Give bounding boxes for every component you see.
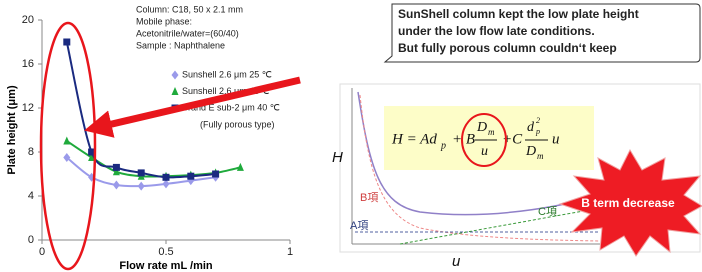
x-axis-label: Flow rate mL /min (119, 260, 213, 272)
inset-y-label: H (332, 149, 343, 166)
callout-text: under the low flow late conditions. (398, 24, 595, 38)
callout-text: SunShell column kept the low plate heigh… (398, 7, 639, 21)
y-tick-label: 12 (22, 102, 34, 114)
marker (63, 39, 70, 46)
marker (187, 173, 194, 180)
marker (138, 182, 145, 191)
starburst-text: B term decrease (581, 196, 675, 210)
y-axis-label: Plate height (μm) (6, 85, 18, 175)
note: Column: C18, 50 x 2.1 mm (136, 4, 243, 14)
a-term-label: A項 (350, 219, 368, 232)
formula: D (476, 120, 487, 135)
legend-marker (172, 71, 179, 80)
c-term-label: C項 (538, 205, 557, 218)
formula: p (440, 140, 446, 151)
marker (113, 164, 120, 171)
highlight-ellipse (41, 23, 95, 269)
note: Mobile phase: (136, 16, 192, 26)
formula: m (537, 151, 544, 161)
marker (63, 137, 70, 145)
inset-x-label: u (452, 253, 461, 270)
y-tick-label: 4 (28, 190, 34, 202)
legend-label: Sunshell 2.6 μm 25 ℃ (182, 69, 272, 79)
x-tick-label: 1 (287, 246, 293, 258)
figure: 0 4 8 12 16 20 0 0.5 1 Flow rate mL /min Plate hei… (0, 0, 702, 272)
formula: 2 (536, 116, 540, 125)
formula: d (527, 120, 535, 135)
marker (212, 171, 219, 178)
y-tick-label: 20 (22, 14, 34, 26)
formula: H = Ad (391, 131, 437, 147)
marker (237, 163, 244, 171)
y-tick-label: 0 (28, 234, 34, 246)
y-tick-label: 16 (22, 58, 34, 70)
formula: u (552, 131, 560, 147)
marker (163, 174, 170, 181)
marker (138, 169, 145, 176)
x-tick-label: 0 (39, 246, 45, 258)
legend-note: (Fully porous type) (200, 119, 275, 129)
y-tick-label: 8 (28, 146, 34, 158)
x-tick-label: 0.5 (158, 246, 173, 258)
legend-marker (172, 87, 179, 95)
callout-text: But fully porous column couldn‘t keep (398, 41, 617, 55)
formula: p (535, 127, 540, 136)
formula: m (488, 127, 495, 137)
b-term-label: B項 (360, 191, 378, 204)
marker (113, 181, 120, 190)
formula: D (525, 144, 536, 159)
note: Sample : Naphthalene (136, 40, 225, 50)
formula: u (481, 144, 488, 159)
note: Acetonitrile/water=(60/40) (136, 28, 239, 38)
